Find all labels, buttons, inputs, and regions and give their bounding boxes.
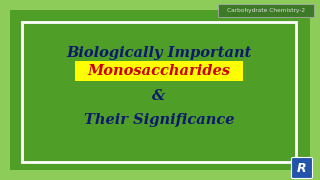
Text: Their Significance: Their Significance (84, 113, 234, 127)
Bar (22, 22, 296, 162)
Bar (10, 10, 310, 170)
Text: Monosaccharides: Monosaccharides (87, 64, 230, 78)
Bar (75, 61, 243, 81)
Text: Biologically Important: Biologically Important (66, 46, 252, 60)
Text: &: & (152, 89, 166, 103)
Text: Carbohydrate Chemistry-2: Carbohydrate Chemistry-2 (227, 8, 305, 13)
FancyBboxPatch shape (292, 158, 313, 179)
Text: R: R (297, 161, 307, 174)
FancyBboxPatch shape (218, 4, 314, 17)
